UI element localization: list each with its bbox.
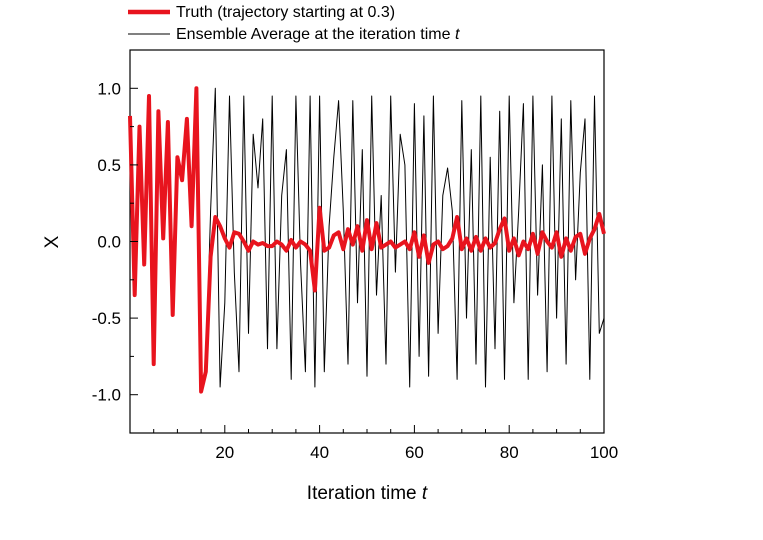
y-tick-label: -1.0	[92, 386, 121, 405]
y-tick-label: 0.5	[97, 156, 121, 175]
legend-label-ensemble: Ensemble Average at the iteration time t	[176, 26, 460, 43]
y-tick-label: 1.0	[97, 79, 121, 98]
y-axis-title: X	[42, 235, 63, 248]
x-tick-label: 100	[590, 443, 618, 462]
x-tick-label: 80	[500, 443, 519, 462]
truth-line	[128, 86, 606, 394]
y-tick-label: -0.5	[92, 309, 121, 328]
legend-label-ensemble-text: Ensemble Average at the iteration time	[176, 26, 451, 43]
x-axis: 20 40 60 80 100	[153, 425, 618, 462]
x-tick-label: 40	[310, 443, 329, 462]
legend-label-ensemble-var: t	[455, 26, 460, 43]
x-tick-label: 20	[215, 443, 234, 462]
x-axis-title-var: t	[422, 483, 428, 504]
x-tick-label: 60	[405, 443, 424, 462]
x-axis-title-text: Iteration time	[307, 483, 417, 504]
series-truth	[128, 86, 606, 394]
y-axis: 1.0 0.5 0.0 -0.5 -1.0	[92, 79, 138, 405]
legend: Truth (trajectory starting at 0.3) Ensem…	[128, 4, 460, 43]
x-axis-title: Iteration time t	[307, 483, 428, 504]
legend-label-truth: Truth (trajectory starting at 0.3)	[176, 4, 395, 21]
y-tick-label: 0.0	[97, 233, 121, 252]
